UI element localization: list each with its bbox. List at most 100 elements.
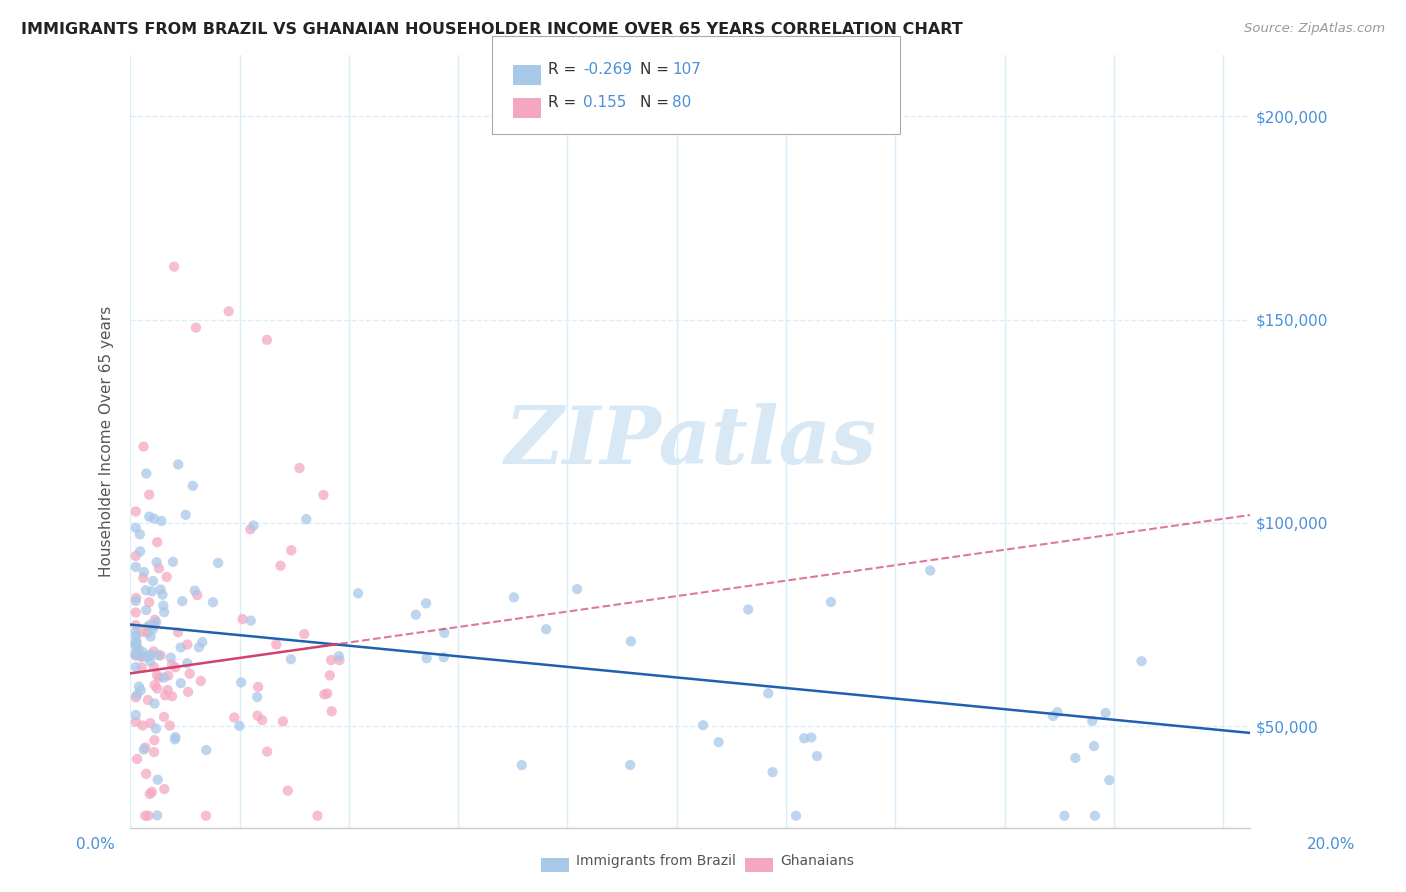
Point [1084, 809, 1107, 823]
Point [232, 612, 254, 626]
Point [132, 742, 155, 756]
Point [142, 622, 165, 636]
Point [295, 512, 318, 526]
Point [139, 787, 162, 801]
Text: 0.155: 0.155 [583, 95, 627, 110]
Text: Source: ZipAtlas.com: Source: ZipAtlas.com [1244, 22, 1385, 36]
Point [619, 758, 641, 772]
Point [160, 657, 183, 672]
Point [167, 458, 190, 472]
Point [194, 809, 217, 823]
Point [328, 649, 350, 664]
Point [125, 752, 148, 766]
Point [250, 713, 273, 727]
Point [1046, 705, 1069, 719]
Point [145, 722, 167, 736]
Point [142, 660, 165, 674]
Point [692, 718, 714, 732]
Point [172, 594, 194, 608]
Point [125, 635, 148, 649]
Point [125, 629, 148, 643]
Point [316, 687, 339, 701]
Point [246, 690, 269, 704]
Point [125, 624, 148, 639]
Point [307, 809, 329, 823]
Point [820, 595, 842, 609]
Point [264, 638, 287, 652]
Point [125, 646, 148, 660]
Point [129, 544, 152, 558]
Point [135, 603, 157, 617]
Point [138, 595, 160, 609]
Point [1083, 739, 1105, 753]
Point [174, 508, 197, 522]
Point [125, 688, 148, 702]
Point [176, 657, 198, 671]
Point [129, 683, 152, 698]
Point [128, 527, 150, 541]
Point [132, 565, 155, 579]
Point [125, 560, 148, 574]
Point [136, 625, 159, 640]
Text: 107: 107 [672, 62, 702, 77]
Point [187, 640, 209, 655]
Point [125, 591, 148, 605]
Point [125, 634, 148, 648]
Point [246, 708, 269, 723]
Point [149, 582, 172, 597]
Point [125, 660, 148, 674]
Point [152, 599, 174, 613]
Point [247, 680, 270, 694]
Text: R =: R = [548, 95, 576, 110]
Point [165, 660, 187, 674]
Point [785, 809, 807, 823]
Point [156, 683, 179, 698]
Text: N =: N = [640, 62, 669, 77]
Point [177, 685, 200, 699]
Text: 80: 80 [672, 95, 692, 110]
Point [271, 714, 294, 729]
Point [145, 555, 167, 569]
Y-axis label: Householder Income Over 65 years: Householder Income Over 65 years [100, 306, 114, 577]
Point [167, 625, 190, 640]
Point [136, 809, 159, 823]
Point [1130, 654, 1153, 668]
Point [159, 718, 181, 732]
Point [170, 676, 193, 690]
Point [620, 634, 643, 648]
Point [139, 716, 162, 731]
Point [146, 668, 169, 682]
Point [319, 668, 342, 682]
Text: 0.0%: 0.0% [76, 838, 115, 852]
Point [793, 731, 815, 746]
Text: -0.269: -0.269 [583, 62, 633, 77]
Point [152, 588, 174, 602]
Point [433, 650, 456, 665]
Text: ZIPatlas: ZIPatlas [505, 403, 876, 480]
Point [153, 671, 176, 685]
Point [228, 719, 250, 733]
Point [134, 649, 156, 664]
Point [125, 504, 148, 518]
Point [125, 521, 148, 535]
Point [201, 595, 224, 609]
Point [163, 260, 186, 274]
Point [191, 635, 214, 649]
Point [184, 583, 207, 598]
Point [319, 653, 342, 667]
Point [433, 626, 456, 640]
Point [148, 561, 170, 575]
Point [125, 606, 148, 620]
Point [239, 614, 262, 628]
Point [312, 488, 335, 502]
Point [159, 650, 181, 665]
Point [142, 644, 165, 658]
Point [181, 479, 204, 493]
Point [148, 671, 170, 685]
Point [150, 514, 173, 528]
Point [163, 732, 186, 747]
Text: Immigrants from Brazil: Immigrants from Brazil [576, 855, 737, 868]
Point [135, 583, 157, 598]
Point [170, 640, 193, 655]
Point [129, 625, 152, 640]
